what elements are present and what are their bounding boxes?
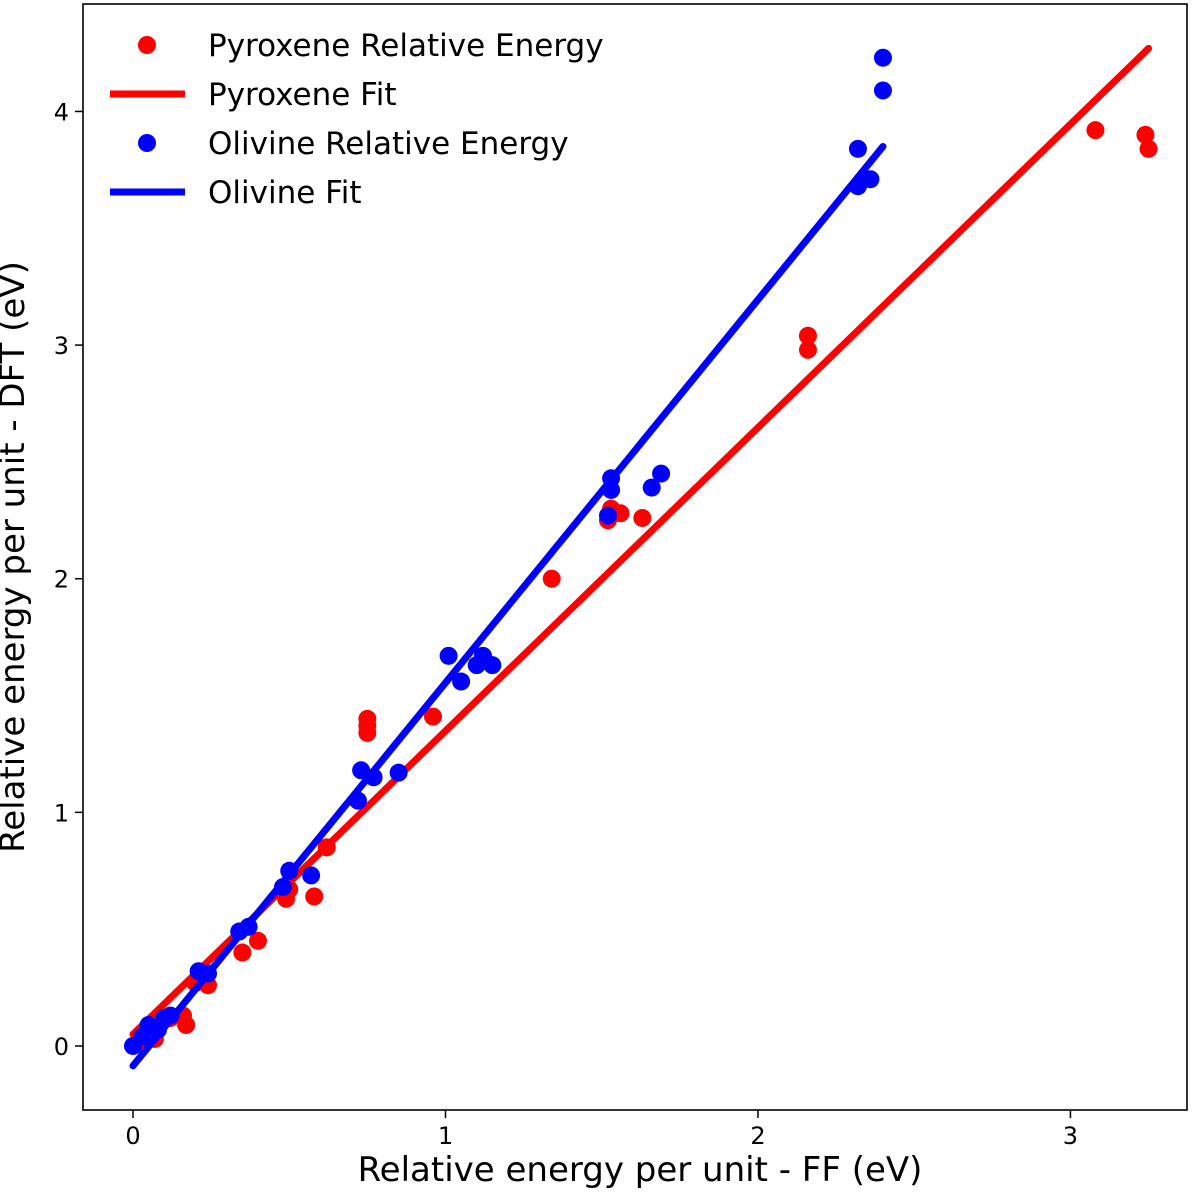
legend-item: Olivine Fit <box>110 175 362 211</box>
legend-label: Olivine Fit <box>208 175 362 211</box>
data-point <box>305 887 324 906</box>
fit-line <box>129 143 887 1070</box>
legend: Pyroxene Relative Energy Pyroxene Fit Oliv… <box>110 28 604 211</box>
plot-frame <box>82 3 1188 1111</box>
data-point <box>798 340 817 359</box>
data-point <box>233 943 252 962</box>
legend-label: Pyroxene Fit <box>208 77 397 113</box>
data-point <box>652 464 671 483</box>
data-point <box>1086 121 1105 140</box>
y-tick-label: 3 <box>54 332 69 360</box>
y-tick-label: 0 <box>54 1033 69 1061</box>
x-axis-label: Relative energy per unit - FF (eV) <box>358 1150 923 1190</box>
legend-label: Pyroxene Relative Energy <box>208 28 604 64</box>
plot-marks <box>123 44 1158 1070</box>
data-point <box>1136 125 1155 144</box>
data-point <box>848 139 867 158</box>
legend-item: Pyroxene Relative Energy <box>138 28 604 64</box>
data-point <box>177 1015 196 1034</box>
data-point <box>248 931 267 950</box>
legend-marker-swatch <box>138 134 156 152</box>
legend-marker-swatch <box>138 36 156 54</box>
data-point <box>633 508 652 527</box>
data-point <box>452 672 471 691</box>
data-point <box>861 170 880 189</box>
series-olivine-fit <box>129 143 887 1070</box>
y-axis-label: Relative energy per unit - DFT (eV) <box>0 261 33 853</box>
x-tick-label: 1 <box>438 1122 453 1150</box>
axis-ticks: 0 1 2 3 0 1 2 3 4 <box>54 98 1078 1150</box>
data-point <box>642 478 661 497</box>
data-point <box>873 48 892 67</box>
data-point <box>798 326 817 345</box>
legend-item: Pyroxene Fit <box>110 77 397 113</box>
data-point <box>598 506 617 525</box>
y-tick-label: 1 <box>54 799 69 827</box>
data-point <box>1139 139 1158 158</box>
data-point <box>439 646 458 665</box>
data-point <box>389 763 408 782</box>
legend-item: Olivine Relative Energy <box>138 126 569 162</box>
x-tick-label: 0 <box>125 1122 140 1150</box>
x-tick-label: 2 <box>750 1122 765 1150</box>
y-tick-label: 2 <box>54 566 69 594</box>
series-pyroxene-fit <box>129 44 1153 1038</box>
data-point <box>873 81 892 100</box>
x-tick-label: 3 <box>1063 1122 1078 1150</box>
y-tick-label: 4 <box>54 98 69 126</box>
data-point <box>302 866 321 885</box>
data-point <box>542 569 561 588</box>
data-point <box>423 707 442 726</box>
fit-line <box>129 44 1153 1038</box>
data-point <box>483 656 502 675</box>
legend-label: Olivine Relative Energy <box>208 126 569 162</box>
series-pyroxene-relative-energy <box>130 121 1158 1053</box>
data-point <box>358 709 377 728</box>
